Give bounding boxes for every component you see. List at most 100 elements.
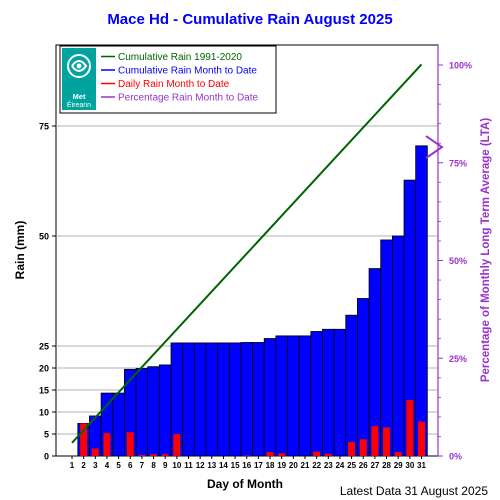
legend-item: Percentage Rain Month to Date — [101, 93, 259, 104]
x-tick-label: 27 — [370, 461, 379, 470]
x-tick-label: 29 — [394, 461, 403, 470]
y-tick-label: 75 — [39, 122, 49, 132]
x-tick-label: 30 — [405, 461, 414, 470]
lta-line-group — [71, 63, 423, 444]
daily-bars — [80, 400, 425, 456]
y-tick-label: 15 — [39, 386, 49, 396]
percentage-marker — [425, 135, 444, 159]
x-axis-ticks: 1 2 3 4 5 6 7 8 9 10 11 12 13 14 15 16 17 18 19 20 21 22 23 24 2… — [70, 456, 426, 470]
y-tick-label: 5 — [44, 430, 49, 440]
legend-label: Daily Rain Month to Date — [118, 79, 230, 90]
x-tick-label: 16 — [242, 461, 251, 470]
x-tick-label: 21 — [301, 461, 310, 470]
legend: Met Éireann Cumulative Rain 1991-2020 Cum… — [59, 45, 277, 114]
svg-text:Éireann: Éireann — [67, 100, 91, 109]
daily-bar — [138, 455, 146, 456]
y-axis-label: Rain (mm) — [13, 221, 27, 280]
x-tick-label: 12 — [196, 461, 205, 470]
x-tick-label: 4 — [105, 461, 110, 470]
y-tick-label: 10 — [39, 408, 49, 418]
daily-bar — [406, 400, 414, 456]
x-tick-label: 26 — [359, 461, 368, 470]
cumulative-bar — [345, 314, 358, 457]
daily-bar — [150, 454, 158, 456]
legend-label: Cumulative Rain Month to Date — [118, 66, 257, 77]
daily-bar — [278, 453, 286, 456]
legend-item: Daily Rain Month to Date — [101, 79, 230, 90]
x-tick-label: 13 — [207, 461, 216, 470]
daily-bar — [266, 452, 274, 456]
cumulative-bar — [275, 335, 288, 457]
cumulative-bar — [357, 298, 370, 457]
x-tick-label: 7 — [140, 461, 145, 470]
cumulative-bar — [263, 338, 277, 457]
cumulative-bar — [217, 342, 230, 457]
lta-line — [71, 63, 423, 444]
daily-bar — [359, 439, 367, 456]
x-tick-label: 28 — [382, 461, 391, 470]
y-tick-label: 20 — [39, 364, 49, 374]
x-tick-label: 2 — [81, 461, 86, 470]
footer-text: Latest Data 31 August 2025 — [340, 484, 488, 498]
y2-tick-label: 75% — [449, 158, 467, 168]
cumulative-bar — [112, 392, 125, 457]
x-tick-label: 31 — [417, 461, 426, 470]
daily-bar — [371, 426, 379, 456]
cumulative-bar — [310, 331, 323, 457]
x-tick-label: 20 — [289, 461, 298, 470]
x-tick-label: 14 — [219, 461, 228, 470]
x-tick-label: 10 — [172, 461, 181, 470]
y2-tick-label: 100% — [449, 61, 472, 71]
daily-bar — [161, 454, 169, 456]
cumulative-bar — [391, 235, 405, 457]
y2-axis-label: Percentage of Monthly Long Term Average … — [480, 118, 492, 382]
daily-bar — [80, 423, 88, 456]
legend-label: Percentage Rain Month to Date — [118, 93, 259, 104]
cumulative-bar — [182, 342, 195, 457]
cumulative-bar — [380, 239, 393, 457]
x-tick-label: 17 — [254, 461, 263, 470]
cumulative-bar — [415, 145, 428, 457]
x-tick-label: 11 — [184, 461, 193, 470]
cumulative-bar — [193, 342, 207, 457]
svg-text:Met: Met — [73, 92, 86, 101]
cumulative-bar — [298, 335, 312, 457]
daily-bar — [418, 421, 425, 456]
x-tick-label: 22 — [312, 461, 321, 470]
x-axis-label: Day of Month — [207, 477, 283, 491]
y2-axis-ticks: 0% 25% 50% 75% 100% — [437, 45, 472, 462]
x-tick-label: 25 — [347, 461, 356, 470]
x-tick-label: 15 — [231, 461, 240, 470]
x-tick-label: 8 — [151, 461, 156, 470]
y-tick-label: 0 — [44, 452, 49, 462]
legend-item: Cumulative Rain Month to Date — [101, 66, 257, 77]
cumulative-bar — [287, 335, 300, 457]
daily-bar — [313, 451, 321, 456]
x-tick-label: 23 — [324, 461, 333, 470]
daily-bar — [91, 448, 99, 456]
cumulative-bar — [252, 342, 265, 457]
legend-item: Cumulative Rain 1991-2020 — [101, 52, 242, 63]
x-tick-label: 3 — [93, 461, 98, 470]
cumulative-bar — [135, 368, 149, 457]
y2-tick-label: 0% — [449, 452, 462, 462]
daily-bar — [103, 433, 111, 456]
x-tick-label: 19 — [277, 461, 286, 470]
y-tick-label: 50 — [39, 232, 49, 242]
cumulative-bar — [240, 342, 253, 457]
x-tick-label: 24 — [335, 461, 344, 470]
daily-bar — [394, 452, 402, 456]
cumulative-bar — [158, 364, 172, 457]
daily-bar — [324, 453, 332, 456]
x-tick-label: 1 — [70, 461, 75, 470]
met-eireann-logo: Met Éireann — [62, 48, 96, 110]
cumulative-bar — [322, 328, 335, 457]
y-tick-label: 25 — [39, 342, 49, 352]
cumulative-bar — [333, 328, 347, 457]
y-axis-ticks: 0 5 10 15 20 25 50 75 — [39, 122, 56, 462]
cumulative-bar — [205, 342, 219, 457]
y2-tick-label: 25% — [449, 354, 467, 364]
cumulative-bar — [228, 342, 242, 457]
percentage-marker-group — [425, 135, 444, 159]
